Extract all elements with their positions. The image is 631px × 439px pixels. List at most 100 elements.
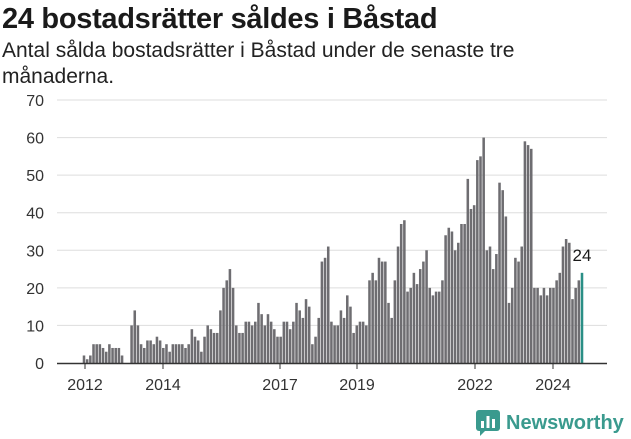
bar <box>377 257 381 363</box>
bar <box>336 325 340 363</box>
highlighted-bar <box>580 272 584 363</box>
bar <box>555 280 558 363</box>
bar <box>200 351 203 363</box>
x-tick-label: 2014 <box>145 377 181 394</box>
bar <box>307 306 311 363</box>
bar <box>304 299 308 363</box>
bar <box>396 246 400 363</box>
bar <box>139 344 143 363</box>
bar <box>114 347 117 363</box>
x-tick-label: 2017 <box>262 377 298 394</box>
bar <box>482 137 485 363</box>
bar <box>234 325 238 363</box>
grid-lines <box>57 99 607 326</box>
y-tick-label: 10 <box>26 318 44 335</box>
bar <box>285 321 289 363</box>
bar <box>358 321 362 363</box>
bar <box>485 250 489 363</box>
bar <box>98 344 102 363</box>
bar <box>374 280 378 363</box>
bar <box>406 291 409 363</box>
brand-logo: Newsworthy <box>476 408 624 438</box>
bar <box>346 295 349 363</box>
bar <box>517 261 520 363</box>
bar <box>431 295 435 363</box>
bar <box>190 329 194 363</box>
bar <box>276 336 279 363</box>
bar <box>241 332 244 363</box>
bar <box>371 272 374 363</box>
bar <box>257 302 260 363</box>
bar <box>444 235 447 363</box>
bar <box>288 329 292 363</box>
bar <box>466 178 470 363</box>
bar <box>564 239 568 363</box>
bar-chart-speech-bubble-icon <box>476 410 500 436</box>
bar-chart: 0 10 20 30 40 50 60 70 2012 2014 2017 2019 2022 2024… <box>26 93 607 394</box>
bar <box>168 351 171 363</box>
bar <box>384 261 387 363</box>
bar <box>450 231 454 363</box>
bar <box>463 223 466 363</box>
bar <box>457 242 460 363</box>
bar <box>298 310 301 363</box>
bar <box>498 182 501 363</box>
bar <box>165 344 168 363</box>
bar <box>292 321 295 363</box>
bar <box>488 246 492 363</box>
bar <box>273 329 276 363</box>
bar <box>558 272 562 363</box>
bar <box>523 141 527 363</box>
last-value-annotation: 24 <box>573 246 592 265</box>
bar <box>238 332 241 363</box>
bar <box>441 280 444 363</box>
bar <box>231 287 235 363</box>
bar <box>571 299 574 363</box>
bar <box>212 332 216 363</box>
bar <box>387 302 390 363</box>
bar <box>206 325 209 363</box>
bar <box>209 329 213 363</box>
bar <box>301 317 305 363</box>
bar <box>507 302 511 363</box>
bar <box>158 340 162 363</box>
bar <box>574 287 577 363</box>
bar <box>352 332 355 363</box>
bar <box>552 287 555 363</box>
bar <box>365 325 368 363</box>
bar <box>368 280 371 363</box>
bar <box>250 325 254 363</box>
bar <box>539 295 543 363</box>
bar <box>349 306 352 363</box>
bar <box>117 347 121 363</box>
bar <box>269 321 273 363</box>
bar <box>95 344 98 363</box>
bar <box>412 272 416 363</box>
bar <box>222 287 225 363</box>
bar <box>219 310 222 363</box>
y-tick-label: 0 <box>35 356 44 373</box>
bar <box>108 344 111 363</box>
last-value-label: 24 <box>573 246 592 265</box>
bar <box>82 355 86 363</box>
brand-name: Newsworthy <box>506 411 624 434</box>
bar <box>320 261 324 363</box>
bar <box>85 359 89 363</box>
bar <box>501 190 504 363</box>
bar <box>342 317 346 363</box>
bar <box>89 355 92 363</box>
bar <box>510 287 514 363</box>
bar <box>133 310 137 363</box>
bar <box>181 344 184 363</box>
bar <box>314 336 317 363</box>
bar <box>355 325 359 363</box>
bar <box>149 340 152 363</box>
bar <box>536 287 539 363</box>
bar <box>577 280 581 363</box>
bar <box>418 269 422 363</box>
y-axis-ticks: 0 10 20 30 40 50 60 70 <box>26 93 44 373</box>
x-tick-label: 2019 <box>339 377 375 394</box>
bar <box>187 344 190 363</box>
x-axis-ticks: 2012 2014 2017 2019 2022 2024 <box>67 363 571 394</box>
y-tick-label: 40 <box>26 206 44 223</box>
